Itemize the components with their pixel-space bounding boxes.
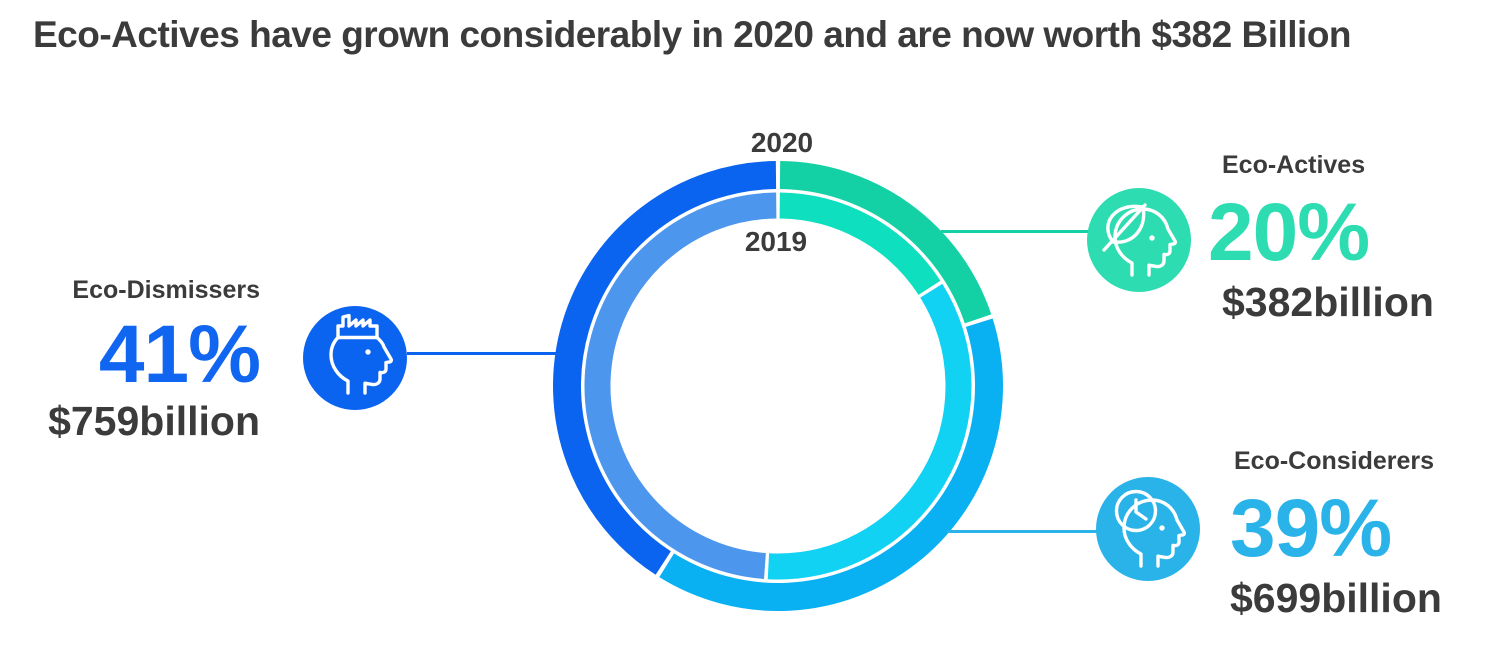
eco-dismissers-percent: 41% (98, 309, 261, 400)
eco-dismissers-label: Eco-Dismissers (72, 276, 260, 304)
eye-dot (1159, 525, 1165, 531)
factory-head-icon (303, 306, 407, 410)
donut-segment-2019-eco-actives (779, 192, 941, 296)
donut-segment-2020-eco-actives (779, 161, 992, 324)
clock-head-icon (1096, 477, 1200, 581)
connector-eco-actives (941, 230, 1089, 233)
eco-considerers-label: Eco-Considerers (1234, 447, 1435, 475)
factory-outline (336, 313, 379, 340)
icon-circle (1096, 477, 1200, 581)
leaf-stem (1102, 203, 1147, 252)
connector-eco-dismissers (407, 352, 557, 355)
connector-eco-considerers (947, 530, 1099, 533)
clock-hands (1134, 498, 1148, 521)
donut-segment-2019-eco-dismissers (584, 192, 777, 579)
chart-title: Eco-Actives have grown considerably in 2… (33, 14, 1352, 55)
head-outline (329, 335, 393, 395)
donut-segment-2019-eco-considerers (767, 283, 972, 580)
donut-chart (553, 161, 1003, 611)
ring-label-2019: 2019 (744, 226, 808, 257)
ring-label-2020: 2020 (750, 127, 814, 158)
clock-face (1114, 489, 1158, 533)
eco-actives-percent: 20% (1208, 187, 1370, 278)
icon-circle (303, 306, 407, 410)
leaf-head-icon (1087, 188, 1191, 292)
eye-dot (365, 349, 371, 355)
eco-actives-label: Eco-Actives (1222, 151, 1366, 179)
eco-considerers-percent: 39% (1230, 483, 1392, 574)
donut-segment-2020-eco-dismissers (553, 161, 777, 575)
eco-considerers-amount: $699billion (1230, 575, 1442, 621)
donut-segment-2020-eco-considerers (659, 318, 1003, 611)
eco-actives-amount: $382billion (1222, 279, 1434, 325)
eco-dismissers-amount: $759billion (48, 398, 260, 444)
eye-dot (1149, 235, 1155, 241)
